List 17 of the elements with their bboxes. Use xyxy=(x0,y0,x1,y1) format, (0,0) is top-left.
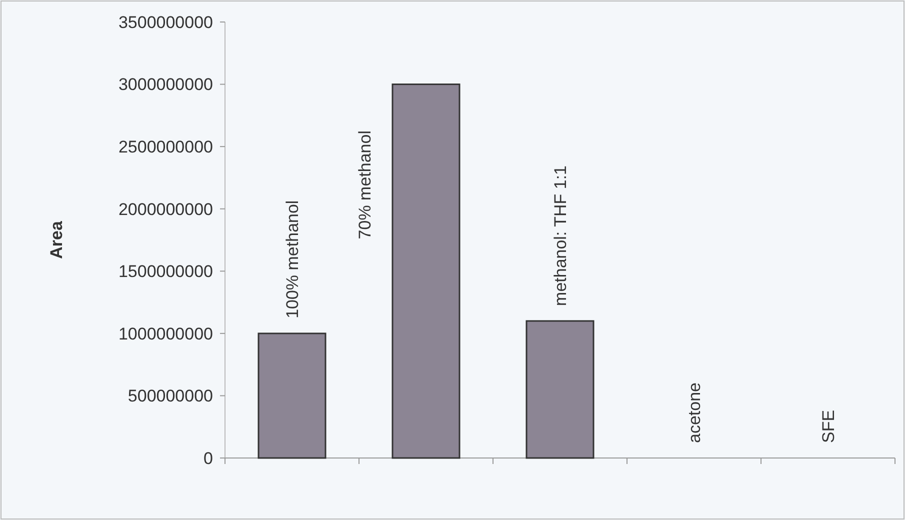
y-tick-label: 500000000 xyxy=(128,386,213,406)
y-tick-label: 2000000000 xyxy=(118,200,213,219)
bar xyxy=(526,320,594,459)
y-tick-label: 1500000000 xyxy=(118,262,213,282)
bar xyxy=(392,84,460,459)
x-tick-label: 100% methanol xyxy=(282,200,302,318)
x-tick-label: acetone xyxy=(684,382,704,443)
y-tick-label: 2500000000 xyxy=(118,138,213,157)
bar xyxy=(258,332,326,459)
y-tick-label: 0 xyxy=(204,448,213,468)
x-tick-label: methanol: THF 1:1 xyxy=(550,165,570,306)
x-tick-label: SFE xyxy=(818,410,838,443)
y-tick-label: 3500000000 xyxy=(118,12,213,32)
y-tick-label: 3000000000 xyxy=(118,75,213,94)
x-tick-label: 70% methanol xyxy=(356,130,374,240)
y-tick-label: 1000000000 xyxy=(118,324,213,344)
y-axis-title: Area xyxy=(47,220,66,259)
